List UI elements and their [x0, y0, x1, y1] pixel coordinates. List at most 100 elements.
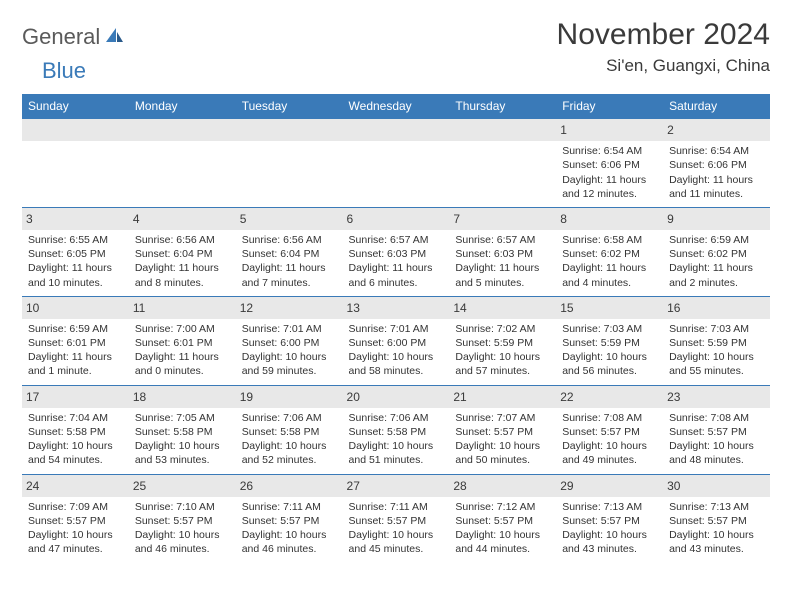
- sunrise-text: Sunrise: 6:55 AM: [28, 233, 123, 247]
- day-number: 9: [663, 207, 770, 230]
- day-number: 13: [343, 296, 450, 319]
- sunset-text: Sunset: 6:01 PM: [28, 336, 123, 350]
- day-details: Sunrise: 7:09 AMSunset: 5:57 PMDaylight:…: [26, 500, 125, 557]
- sunrise-text: Sunrise: 7:03 AM: [562, 322, 657, 336]
- empty-day-cell: [129, 118, 236, 207]
- day-number: 27: [343, 474, 450, 497]
- daylight-text: Daylight: 10 hours and 52 minutes.: [242, 439, 337, 467]
- day-number: 2: [663, 118, 770, 141]
- daylight-text: Daylight: 10 hours and 43 minutes.: [669, 528, 764, 556]
- day-details: Sunrise: 6:57 AMSunset: 6:03 PMDaylight:…: [347, 233, 446, 290]
- daylight-text: Daylight: 10 hours and 46 minutes.: [135, 528, 230, 556]
- day-details: Sunrise: 6:56 AMSunset: 6:04 PMDaylight:…: [133, 233, 232, 290]
- sunrise-text: Sunrise: 7:06 AM: [242, 411, 337, 425]
- day-cell: 4Sunrise: 6:56 AMSunset: 6:04 PMDaylight…: [129, 207, 236, 296]
- sunrise-text: Sunrise: 6:56 AM: [135, 233, 230, 247]
- day-details: Sunrise: 7:03 AMSunset: 5:59 PMDaylight:…: [560, 322, 659, 379]
- logo-blue-text: Blue: [42, 58, 86, 84]
- empty-day-bar: [343, 118, 450, 141]
- day-details: Sunrise: 6:56 AMSunset: 6:04 PMDaylight:…: [240, 233, 339, 290]
- daylight-text: Daylight: 11 hours and 12 minutes.: [562, 173, 657, 201]
- sunset-text: Sunset: 5:58 PM: [349, 425, 444, 439]
- calendar-week-row: 17Sunrise: 7:04 AMSunset: 5:58 PMDayligh…: [22, 385, 770, 474]
- day-details: Sunrise: 7:12 AMSunset: 5:57 PMDaylight:…: [453, 500, 552, 557]
- weekday-header: Thursday: [449, 94, 556, 118]
- calendar-table: SundayMondayTuesdayWednesdayThursdayFrid…: [22, 94, 770, 562]
- day-cell: 28Sunrise: 7:12 AMSunset: 5:57 PMDayligh…: [449, 474, 556, 563]
- calendar-week-row: 24 Sunrise: 7:09 AMSunset: 5:57 PMDayligh…: [22, 474, 770, 563]
- day-number: 25: [129, 474, 236, 497]
- day-details: Sunrise: 7:02 AMSunset: 5:59 PMDaylight:…: [453, 322, 552, 379]
- sunset-text: Sunset: 6:00 PM: [242, 336, 337, 350]
- sunset-text: Sunset: 5:57 PM: [28, 514, 123, 528]
- day-cell: 23 Sunrise: 7:08 AMSunset: 5:57 PMDayligh…: [663, 385, 770, 474]
- sunset-text: Sunset: 6:01 PM: [135, 336, 230, 350]
- day-number: 24: [22, 474, 129, 497]
- sunrise-text: Sunrise: 6:58 AM: [562, 233, 657, 247]
- day-details: Sunrise: 6:55 AMSunset: 6:05 PMDaylight:…: [26, 233, 125, 290]
- day-cell: 25Sunrise: 7:10 AMSunset: 5:57 PMDayligh…: [129, 474, 236, 563]
- calendar-header-row: SundayMondayTuesdayWednesdayThursdayFrid…: [22, 94, 770, 118]
- day-cell: 8Sunrise: 6:58 AMSunset: 6:02 PMDaylight…: [556, 207, 663, 296]
- day-cell: 22Sunrise: 7:08 AMSunset: 5:57 PMDayligh…: [556, 385, 663, 474]
- daylight-text: Daylight: 10 hours and 46 minutes.: [242, 528, 337, 556]
- daylight-text: Daylight: 11 hours and 6 minutes.: [349, 261, 444, 289]
- day-cell: 18Sunrise: 7:05 AMSunset: 5:58 PMDayligh…: [129, 385, 236, 474]
- day-details: Sunrise: 7:13 AMSunset: 5:57 PMDaylight:…: [667, 500, 766, 557]
- day-details: Sunrise: 7:11 AMSunset: 5:57 PMDaylight:…: [240, 500, 339, 557]
- empty-day-cell: [22, 118, 129, 207]
- sunset-text: Sunset: 6:04 PM: [242, 247, 337, 261]
- daylight-text: Daylight: 10 hours and 44 minutes.: [455, 528, 550, 556]
- daylight-text: Daylight: 10 hours and 57 minutes.: [455, 350, 550, 378]
- day-details: Sunrise: 6:54 AMSunset: 6:06 PMDaylight:…: [667, 144, 766, 201]
- sunrise-text: Sunrise: 6:57 AM: [455, 233, 550, 247]
- day-cell: 9 Sunrise: 6:59 AMSunset: 6:02 PMDaylight…: [663, 207, 770, 296]
- sunset-text: Sunset: 5:57 PM: [562, 514, 657, 528]
- daylight-text: Daylight: 10 hours and 54 minutes.: [28, 439, 123, 467]
- sunrise-text: Sunrise: 7:13 AM: [669, 500, 764, 514]
- sunset-text: Sunset: 6:03 PM: [349, 247, 444, 261]
- daylight-text: Daylight: 10 hours and 55 minutes.: [669, 350, 764, 378]
- day-details: Sunrise: 7:08 AMSunset: 5:57 PMDaylight:…: [667, 411, 766, 468]
- day-number: 7: [449, 207, 556, 230]
- day-cell: 20Sunrise: 7:06 AMSunset: 5:58 PMDayligh…: [343, 385, 450, 474]
- calendar-week-row: 1Sunrise: 6:54 AMSunset: 6:06 PMDaylight…: [22, 118, 770, 207]
- sunrise-text: Sunrise: 6:57 AM: [349, 233, 444, 247]
- day-number: 21: [449, 385, 556, 408]
- day-cell: 1Sunrise: 6:54 AMSunset: 6:06 PMDaylight…: [556, 118, 663, 207]
- daylight-text: Daylight: 10 hours and 49 minutes.: [562, 439, 657, 467]
- day-cell: 15Sunrise: 7:03 AMSunset: 5:59 PMDayligh…: [556, 296, 663, 385]
- weekday-header: Sunday: [22, 94, 129, 118]
- daylight-text: Daylight: 11 hours and 10 minutes.: [28, 261, 123, 289]
- weekday-header: Saturday: [663, 94, 770, 118]
- day-number: 23: [663, 385, 770, 408]
- weekday-header: Tuesday: [236, 94, 343, 118]
- day-number: 10: [22, 296, 129, 319]
- sunrise-text: Sunrise: 7:02 AM: [455, 322, 550, 336]
- sunset-text: Sunset: 5:58 PM: [135, 425, 230, 439]
- sunset-text: Sunset: 5:57 PM: [135, 514, 230, 528]
- day-details: Sunrise: 6:59 AMSunset: 6:02 PMDaylight:…: [667, 233, 766, 290]
- calendar-week-row: 3Sunrise: 6:55 AMSunset: 6:05 PMDaylight…: [22, 207, 770, 296]
- day-cell: 5Sunrise: 6:56 AMSunset: 6:04 PMDaylight…: [236, 207, 343, 296]
- sunset-text: Sunset: 5:57 PM: [455, 514, 550, 528]
- day-details: Sunrise: 7:11 AMSunset: 5:57 PMDaylight:…: [347, 500, 446, 557]
- sail-icon: [104, 26, 124, 49]
- empty-day-bar: [449, 118, 556, 141]
- day-details: Sunrise: 6:59 AMSunset: 6:01 PMDaylight:…: [26, 322, 125, 379]
- empty-day-cell: [343, 118, 450, 207]
- sunrise-text: Sunrise: 6:59 AM: [669, 233, 764, 247]
- day-cell: 21Sunrise: 7:07 AMSunset: 5:57 PMDayligh…: [449, 385, 556, 474]
- day-cell: 11Sunrise: 7:00 AMSunset: 6:01 PMDayligh…: [129, 296, 236, 385]
- daylight-text: Daylight: 11 hours and 11 minutes.: [669, 173, 764, 201]
- day-details: Sunrise: 7:00 AMSunset: 6:01 PMDaylight:…: [133, 322, 232, 379]
- weekday-header: Wednesday: [343, 94, 450, 118]
- day-cell: 2 Sunrise: 6:54 AMSunset: 6:06 PMDaylight…: [663, 118, 770, 207]
- daylight-text: Daylight: 11 hours and 8 minutes.: [135, 261, 230, 289]
- daylight-text: Daylight: 11 hours and 7 minutes.: [242, 261, 337, 289]
- daylight-text: Daylight: 10 hours and 59 minutes.: [242, 350, 337, 378]
- day-cell: 27 Sunrise: 7:11 AMSunset: 5:57 PMDayligh…: [343, 474, 450, 563]
- sunset-text: Sunset: 5:58 PM: [28, 425, 123, 439]
- sunrise-text: Sunrise: 7:13 AM: [562, 500, 657, 514]
- sunset-text: Sunset: 5:59 PM: [669, 336, 764, 350]
